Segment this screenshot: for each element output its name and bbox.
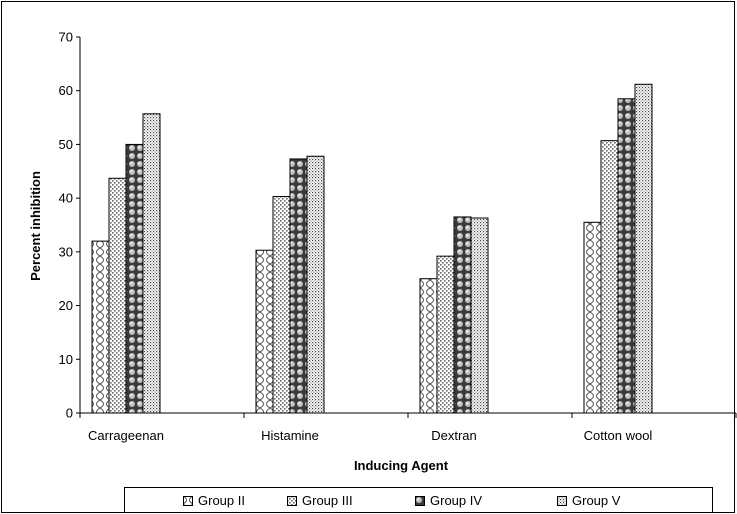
legend-swatch: [415, 495, 425, 506]
legend-label: Group IV: [430, 493, 483, 508]
bar-group-v: [142, 113, 161, 414]
legend-item: Group IV: [415, 493, 482, 508]
legend-swatch-fill: [287, 495, 297, 506]
y-tick-label: 0: [66, 406, 73, 421]
legend-label: Group II: [198, 493, 245, 508]
bar-group-iii: [272, 196, 291, 414]
legend-swatch: [183, 495, 193, 506]
bar-group-iv: [125, 143, 144, 414]
y-tick-label: 30: [59, 244, 73, 259]
legend-item: Group V: [557, 493, 620, 508]
y-tick-label: 70: [59, 30, 73, 45]
x-tick-label: Cotton wool: [584, 428, 653, 443]
y-tick-label: 10: [59, 352, 73, 367]
tick-labels: 0 10 20 30 40 50 60 70 Carrageenan Histamine Dextr…: [59, 30, 653, 444]
legend-swatch-fill: [557, 495, 567, 506]
bar-group-ii: [91, 240, 110, 414]
y-tick-label: 60: [59, 83, 73, 98]
x-tick-label: Dextran: [431, 428, 477, 443]
y-tick-label: 50: [59, 137, 73, 152]
legend-label: Group V: [572, 493, 621, 508]
bar-group-iii: [436, 255, 455, 414]
chart-area: 0 10 20 30 40 50 60 70 Carrageenan Histamine Dextr…: [28, 30, 737, 473]
bar-group-iv: [617, 98, 636, 414]
y-tick-label: 40: [59, 191, 73, 206]
bars: [91, 83, 653, 414]
legend-swatch-fill: [183, 495, 193, 506]
x-axis-title: Inducing Agent: [354, 458, 449, 473]
x-tick-label: Histamine: [261, 428, 319, 443]
bar-group-v: [634, 83, 653, 414]
bar-group-iii: [108, 177, 127, 414]
bar-group-iii: [600, 140, 619, 414]
bar-group-v: [470, 217, 489, 414]
bar-group-ii: [583, 221, 602, 414]
legend-item: Group II: [183, 493, 245, 508]
legend-label: Group III: [302, 493, 353, 508]
x-tick-label: Carrageenan: [88, 428, 164, 443]
legend-item: Group III: [287, 493, 353, 508]
bar-group-v: [306, 155, 325, 414]
bar-group-iv: [453, 216, 472, 414]
legend-swatch-fill: [415, 495, 425, 506]
y-tick-label: 20: [59, 298, 73, 313]
legend: Group II Group III Group IV Group V: [124, 487, 713, 513]
bar-group-ii: [255, 249, 274, 414]
legend-swatch: [287, 495, 297, 506]
y-axis-title: Percent inhibition: [28, 171, 43, 281]
bar-group-iv: [289, 158, 308, 414]
bar-group-ii: [419, 278, 438, 414]
legend-swatch: [557, 495, 567, 506]
